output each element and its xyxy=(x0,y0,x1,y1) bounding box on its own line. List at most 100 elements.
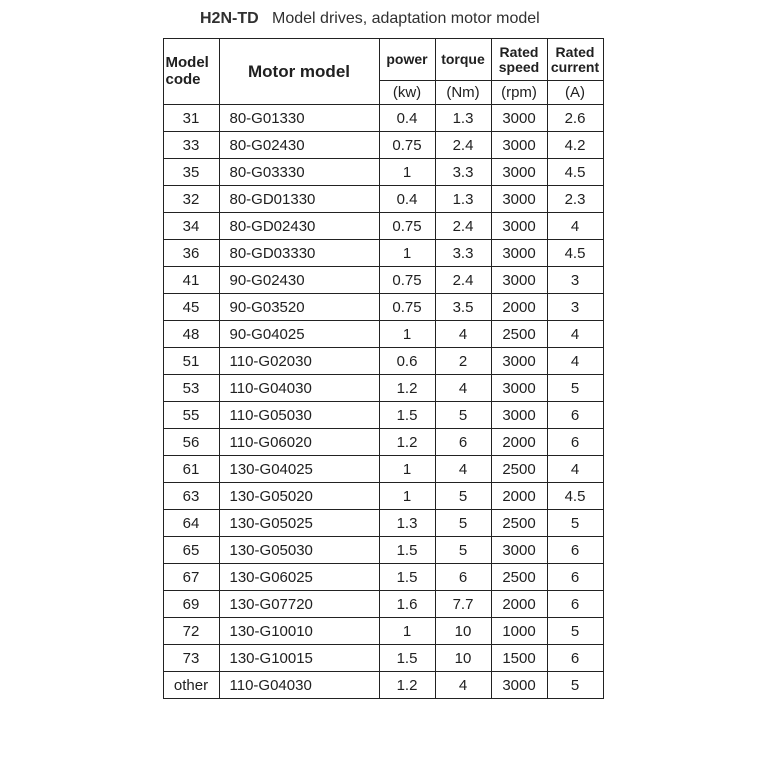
cell-torque: 5 xyxy=(435,510,491,537)
cell-speed: 2000 xyxy=(491,591,547,618)
cell-motor: 80-GD01330 xyxy=(219,186,379,213)
cell-motor: 80-GD02430 xyxy=(219,213,379,240)
cell-current: 6 xyxy=(547,564,603,591)
cell-code: 53 xyxy=(163,375,219,402)
cell-motor: 80-G02430 xyxy=(219,132,379,159)
cell-power: 1.5 xyxy=(379,645,435,672)
cell-current: 4 xyxy=(547,321,603,348)
cell-current: 4.5 xyxy=(547,240,603,267)
cell-speed: 3000 xyxy=(491,537,547,564)
cell-code: 55 xyxy=(163,402,219,429)
cell-speed: 3000 xyxy=(491,132,547,159)
cell-torque: 2 xyxy=(435,348,491,375)
cell-code: 36 xyxy=(163,240,219,267)
table-row: 51110-G020300.6230004 xyxy=(163,348,603,375)
table-row: 65130-G050301.5530006 xyxy=(163,537,603,564)
cell-torque: 10 xyxy=(435,645,491,672)
table-row: 69130-G077201.67.720006 xyxy=(163,591,603,618)
cell-motor: 110-G02030 xyxy=(219,348,379,375)
cell-torque: 7.7 xyxy=(435,591,491,618)
cell-power: 1.5 xyxy=(379,402,435,429)
cell-current: 6 xyxy=(547,402,603,429)
cell-torque: 2.4 xyxy=(435,213,491,240)
table-row: other110-G040301.2430005 xyxy=(163,672,603,699)
cell-speed: 2500 xyxy=(491,564,547,591)
cell-code: 31 xyxy=(163,105,219,132)
cell-motor: 90-G04025 xyxy=(219,321,379,348)
cell-speed: 2000 xyxy=(491,294,547,321)
cell-motor: 110-G04030 xyxy=(219,375,379,402)
cell-motor: 130-G05020 xyxy=(219,483,379,510)
cell-motor: 130-G10015 xyxy=(219,645,379,672)
cell-code: 67 xyxy=(163,564,219,591)
table-row: 4190-G024300.752.430003 xyxy=(163,267,603,294)
cell-current: 5 xyxy=(547,618,603,645)
cell-current: 6 xyxy=(547,645,603,672)
cell-torque: 4 xyxy=(435,321,491,348)
cell-speed: 3000 xyxy=(491,159,547,186)
cell-motor: 130-G05030 xyxy=(219,537,379,564)
table-row: 3180-G013300.41.330002.6 xyxy=(163,105,603,132)
title-text: Model drives, adaptation motor model xyxy=(272,10,540,27)
cell-torque: 3.3 xyxy=(435,159,491,186)
cell-current: 2.6 xyxy=(547,105,603,132)
spec-table: Model code Motor model power torque Rate… xyxy=(163,38,604,699)
col-rated-current: Rated current xyxy=(547,39,603,81)
cell-speed: 3000 xyxy=(491,240,547,267)
cell-current: 4.5 xyxy=(547,159,603,186)
cell-torque: 2.4 xyxy=(435,267,491,294)
cell-current: 6 xyxy=(547,429,603,456)
cell-motor: 110-G06020 xyxy=(219,429,379,456)
cell-motor: 130-G07720 xyxy=(219,591,379,618)
col-power: power xyxy=(379,39,435,81)
cell-power: 1 xyxy=(379,483,435,510)
table-row: 53110-G040301.2430005 xyxy=(163,375,603,402)
table-row: 3680-GD0333013.330004.5 xyxy=(163,240,603,267)
cell-power: 1.5 xyxy=(379,564,435,591)
cell-code: 33 xyxy=(163,132,219,159)
cell-torque: 2.4 xyxy=(435,132,491,159)
cell-torque: 1.3 xyxy=(435,186,491,213)
cell-current: 5 xyxy=(547,375,603,402)
cell-code: 73 xyxy=(163,645,219,672)
table-row: 73130-G100151.51015006 xyxy=(163,645,603,672)
cell-torque: 3.3 xyxy=(435,240,491,267)
cell-speed: 3000 xyxy=(491,186,547,213)
table-head: Model code Motor model power torque Rate… xyxy=(163,39,603,105)
cell-speed: 3000 xyxy=(491,105,547,132)
cell-current: 6 xyxy=(547,537,603,564)
cell-torque: 4 xyxy=(435,456,491,483)
table-row: 72130-G1001011010005 xyxy=(163,618,603,645)
cell-current: 5 xyxy=(547,672,603,699)
cell-motor: 80-G03330 xyxy=(219,159,379,186)
cell-code: 72 xyxy=(163,618,219,645)
cell-power: 0.75 xyxy=(379,294,435,321)
cell-power: 0.75 xyxy=(379,267,435,294)
cell-power: 0.4 xyxy=(379,186,435,213)
table-row: 3280-GD013300.41.330002.3 xyxy=(163,186,603,213)
cell-speed: 2500 xyxy=(491,456,547,483)
cell-speed: 1500 xyxy=(491,645,547,672)
cell-power: 1.6 xyxy=(379,591,435,618)
table-row: 64130-G050251.3525005 xyxy=(163,510,603,537)
cell-torque: 1.3 xyxy=(435,105,491,132)
cell-torque: 4 xyxy=(435,375,491,402)
table-body: 3180-G013300.41.330002.63380-G024300.752… xyxy=(163,105,603,699)
cell-current: 6 xyxy=(547,591,603,618)
cell-code: 56 xyxy=(163,429,219,456)
cell-power: 1.2 xyxy=(379,375,435,402)
cell-power: 1 xyxy=(379,321,435,348)
table-row: 55110-G050301.5530006 xyxy=(163,402,603,429)
cell-speed: 3000 xyxy=(491,402,547,429)
cell-speed: 2000 xyxy=(491,429,547,456)
cell-power: 1 xyxy=(379,618,435,645)
table-row: 3480-GD024300.752.430004 xyxy=(163,213,603,240)
cell-torque: 5 xyxy=(435,483,491,510)
cell-current: 5 xyxy=(547,510,603,537)
cell-power: 0.75 xyxy=(379,213,435,240)
table-row: 3380-G024300.752.430004.2 xyxy=(163,132,603,159)
cell-current: 3 xyxy=(547,267,603,294)
cell-speed: 1000 xyxy=(491,618,547,645)
cell-power: 1 xyxy=(379,456,435,483)
cell-code: 45 xyxy=(163,294,219,321)
